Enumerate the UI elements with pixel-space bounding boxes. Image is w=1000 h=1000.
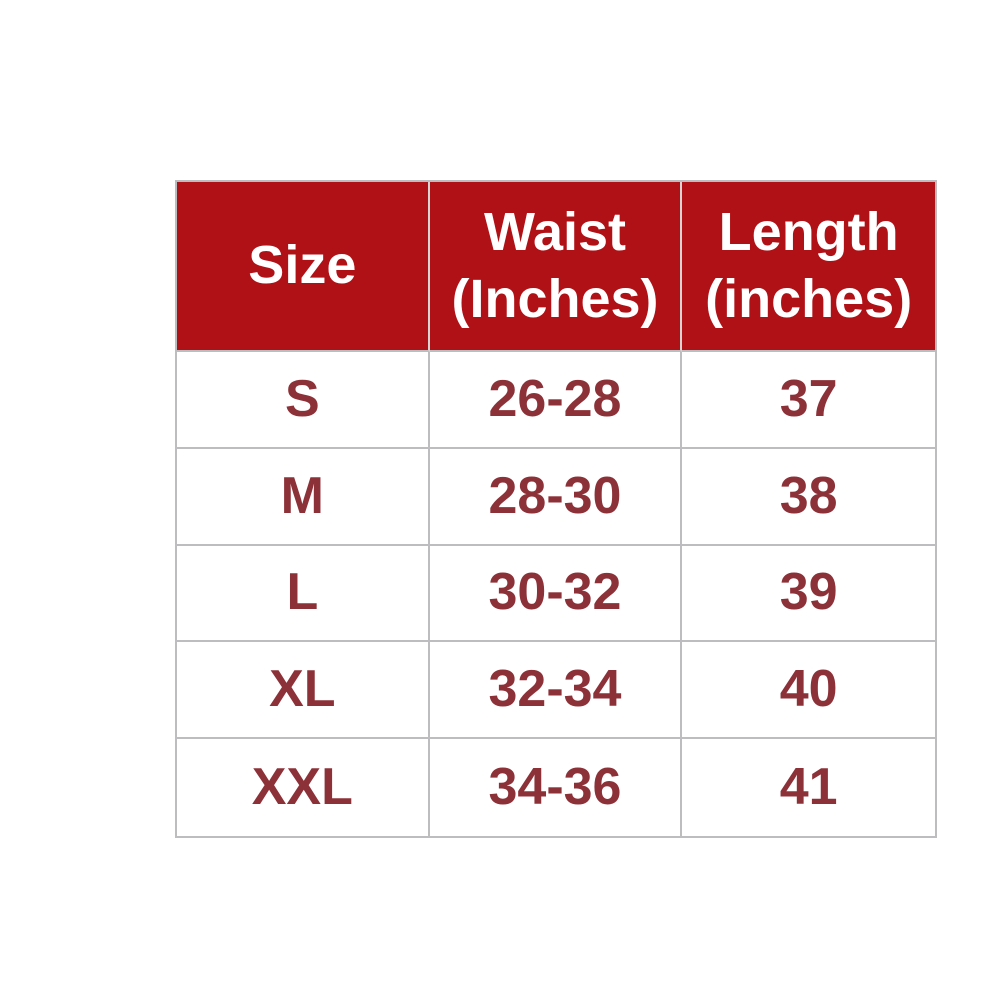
waist-value: 34-36	[430, 739, 683, 836]
length-value: 37	[682, 352, 935, 449]
length-value: 40	[682, 642, 935, 740]
waist-value: 30-32	[429, 545, 683, 643]
length-value: 39	[682, 546, 935, 643]
waist-value: 32-34	[429, 642, 683, 740]
table-row-s: S 26-28 37	[177, 352, 935, 449]
waist-value: 28-30	[429, 448, 683, 546]
header-cell-length: Length (inches)	[682, 182, 935, 352]
size-value: XL	[177, 642, 430, 740]
table-row-l: L 30-32 39	[177, 545, 935, 643]
header-row: Size Waist (Inches) Length (inches)	[177, 182, 935, 352]
size-chart-table: Size Waist (Inches) Length (inches) S 26…	[175, 180, 937, 838]
size-value: M	[177, 448, 430, 546]
size-value: L	[177, 545, 430, 643]
table-row-xxl: XXL 34-36 41	[177, 739, 935, 836]
size-value: XXL	[177, 739, 430, 836]
waist-value: 26-28	[429, 352, 683, 449]
size-value: S	[177, 352, 430, 449]
header-cell-size: Size	[177, 182, 430, 352]
table-row-xl: XL 32-34 40	[177, 642, 935, 740]
header-cell-waist: Waist (Inches)	[429, 182, 683, 352]
length-value: 41	[779, 758, 838, 817]
length-value: 38	[682, 449, 935, 546]
table-row-m: M 28-30 38	[177, 448, 935, 546]
